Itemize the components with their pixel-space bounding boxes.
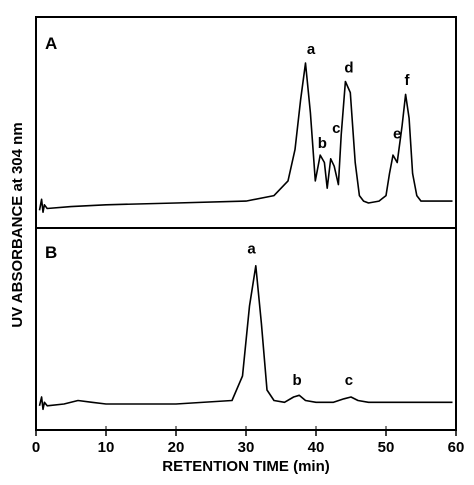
x-tick-label: 30: [238, 439, 255, 456]
panel-b-frame: [35, 227, 457, 431]
x-tick-label: 50: [378, 439, 395, 456]
panel-a-trace: [38, 62, 453, 213]
y-axis-title: UV ABSORBANCE at 304 nm: [9, 122, 26, 327]
x-tick-label: 40: [308, 439, 325, 456]
panel-b-trace: [38, 264, 453, 411]
peak-label-b-b: b: [293, 372, 302, 389]
peak-label-b-a: a: [247, 241, 256, 258]
peak-label-a-f: f: [405, 72, 411, 89]
peak-label-a-e: e: [393, 126, 401, 143]
x-tick-label: 60: [448, 439, 465, 456]
x-axis-title: RETENTION TIME (min): [162, 458, 330, 475]
peak-label-a-b: b: [318, 135, 327, 152]
peak-label-a-c: c: [332, 120, 340, 137]
panel-a-label: A: [45, 34, 57, 53]
x-tick-label: 0: [32, 439, 40, 456]
peak-label-a-d: d: [344, 59, 353, 76]
panel-b-label: B: [45, 243, 57, 262]
peak-label-a-a: a: [307, 41, 316, 58]
x-tick-label: 10: [98, 439, 115, 456]
x-tick-label: 20: [168, 439, 185, 456]
peak-label-b-c: c: [345, 372, 353, 389]
panel-a-frame: [35, 16, 457, 229]
